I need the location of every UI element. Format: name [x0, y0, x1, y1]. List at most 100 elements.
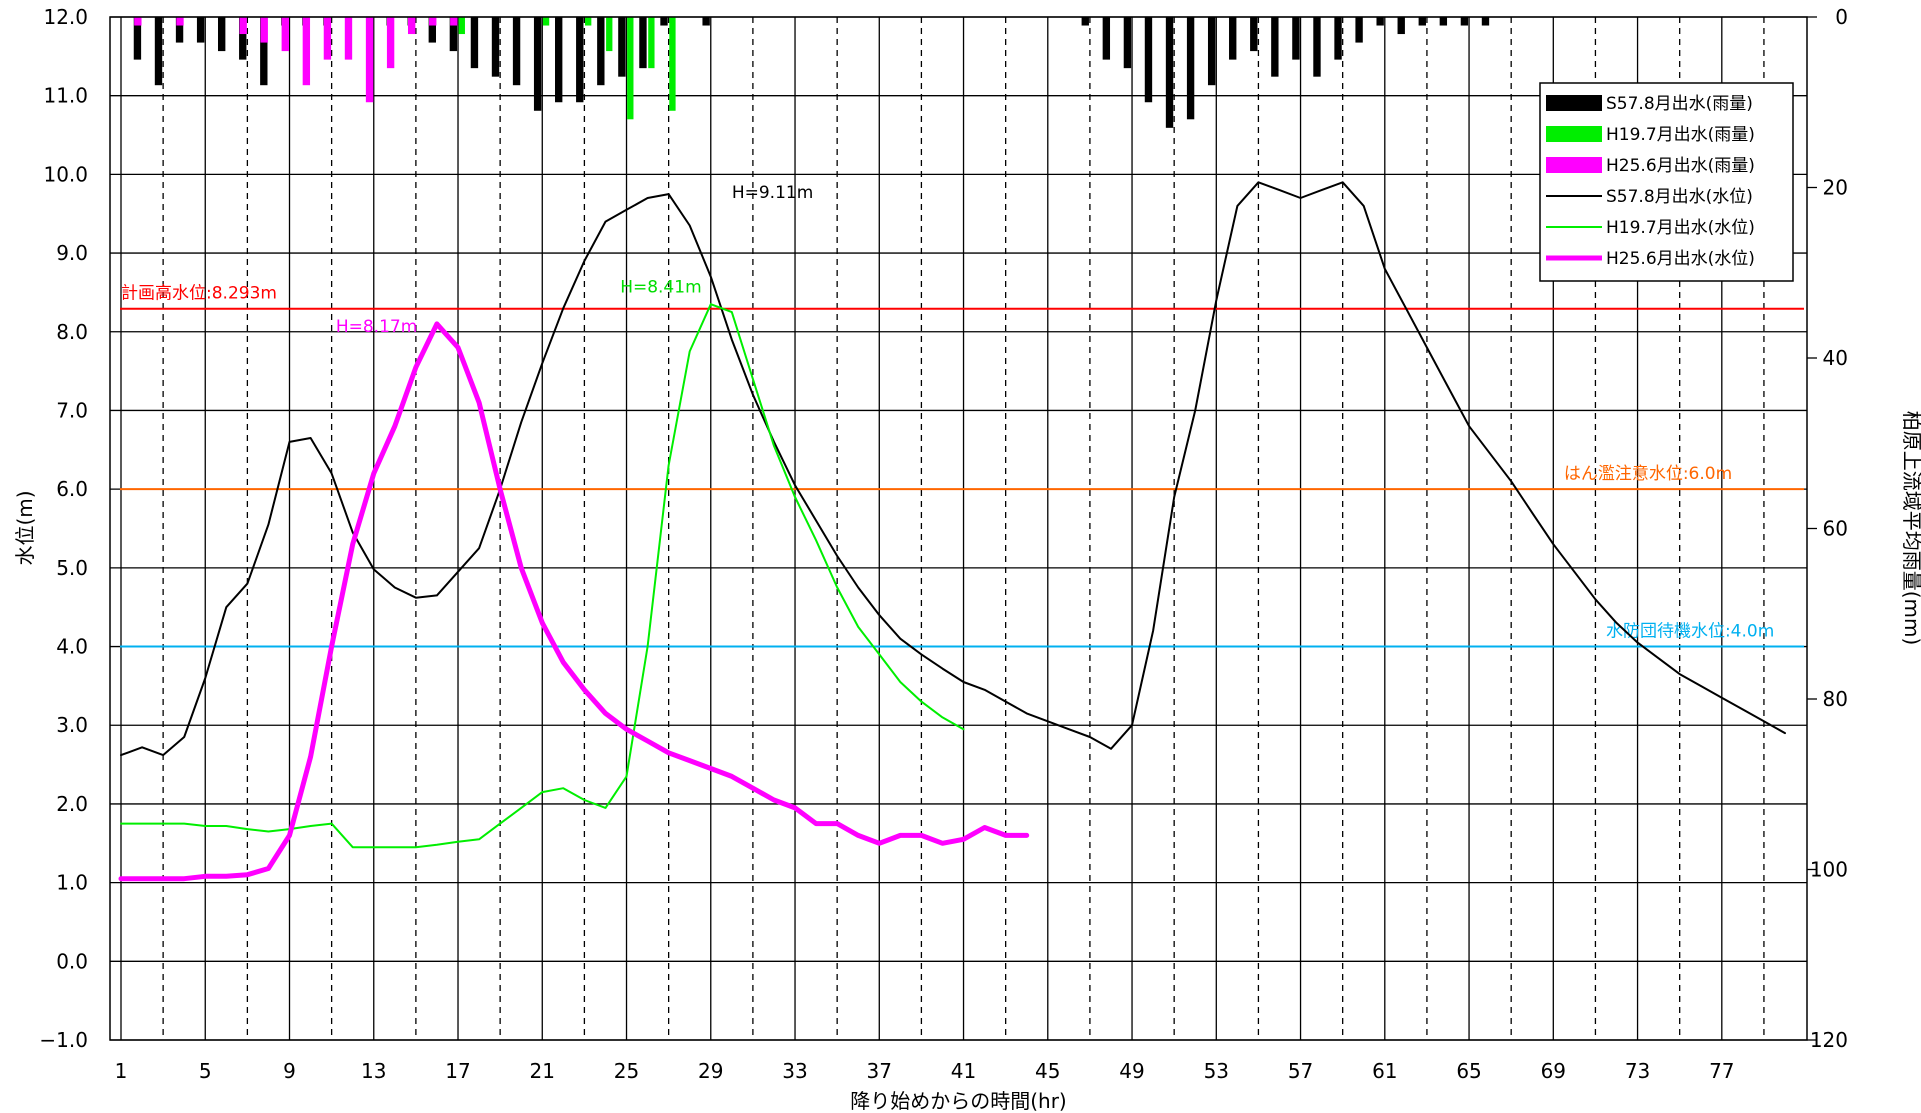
rain-bar: [1229, 17, 1237, 60]
rain-bar: [176, 17, 184, 26]
y-left-tick-label: 0.0: [56, 949, 88, 973]
legend-label: H19.7月出水(水位): [1606, 218, 1755, 238]
legend-label: H25.6月出水(雨量): [1606, 156, 1755, 176]
rain-bar: [281, 17, 289, 52]
rain-bar: [512, 17, 521, 86]
y-left-tick-label: 4.0: [56, 635, 88, 659]
x-tick-label: 53: [1204, 1059, 1229, 1083]
rain-bar: [365, 17, 374, 103]
reference-line-label: 水防団待機水位:4.0m: [1606, 622, 1774, 642]
rain-bar: [1439, 17, 1448, 26]
rain-bar: [491, 17, 500, 77]
y-left-tick-label: 1.0: [56, 871, 88, 895]
rain-bar: [449, 17, 458, 52]
x-tick-label: 29: [698, 1059, 723, 1083]
rain-bar: [669, 17, 676, 111]
rain-bar: [1186, 17, 1195, 120]
rain-bar: [450, 17, 458, 26]
y-left-axis-title: 水位(m): [13, 490, 37, 565]
rain-bar: [576, 17, 584, 103]
rain-bar: [260, 17, 268, 86]
y-right-tick-label: 100: [1810, 858, 1848, 882]
rain-bar: [1397, 17, 1405, 35]
legend-label: S57.8月出水(雨量): [1606, 94, 1753, 114]
rainfall-bars: [133, 17, 1490, 128]
rain-bar: [1355, 17, 1363, 43]
rain-bar: [1123, 17, 1132, 69]
x-tick-label: 77: [1709, 1059, 1734, 1083]
reference-lines: 計画高水位:8.293m はん濫注意水位:6.0m 水防団待機水位:4.0m: [120, 284, 1804, 648]
rain-bar: [1250, 17, 1258, 52]
x-tick-label: 5: [199, 1059, 212, 1083]
y-right-tick-label: 80: [1823, 687, 1848, 711]
legend-swatch: [1546, 126, 1602, 142]
legend-swatch: [1546, 157, 1602, 173]
rain-bar: [429, 17, 437, 26]
rain-bar: [585, 17, 592, 26]
legend-label: S57.8月出水(水位): [1606, 187, 1753, 207]
y-left-tick-label: 5.0: [56, 556, 88, 580]
rain-bar: [470, 17, 479, 69]
grid: [110, 16, 1807, 1041]
rain-bar: [1081, 17, 1089, 26]
peak-annotation: H=8.41m: [620, 277, 701, 297]
x-tick-label: 1: [115, 1059, 128, 1083]
rain-bar: [154, 17, 163, 86]
x-tick-label: 57: [1288, 1059, 1313, 1083]
x-axis-title: 降り始めからの時間(hr): [850, 1089, 1067, 1113]
x-tick-label: 69: [1541, 1059, 1566, 1083]
water-level-line: [118, 321, 1030, 882]
rain-bar: [1102, 17, 1111, 60]
rain-bar: [428, 17, 437, 43]
rain-bar: [407, 17, 416, 35]
water-level-line: [120, 181, 1786, 757]
rain-bar: [134, 17, 142, 26]
y-right-tick-label: 40: [1823, 346, 1848, 370]
x-tick-label: 65: [1456, 1059, 1481, 1083]
legend: S57.8月出水(雨量) H19.7月出水(雨量) H25.6月出水(雨量) S57.…: [1539, 82, 1794, 282]
rain-bar: [1207, 17, 1216, 86]
water-level-line: [120, 303, 965, 849]
rain-bar: [555, 17, 563, 103]
peak-annotation: H=8.17m: [336, 317, 417, 337]
x-tick-label: 25: [614, 1059, 639, 1083]
y-left-tick-label: 10.0: [43, 162, 88, 186]
rain-bar: [627, 17, 634, 120]
y-right-tick-label: 0: [1835, 5, 1848, 29]
rain-bar: [458, 17, 465, 35]
rain-bar: [639, 17, 647, 69]
axes: −1.00.01.02.03.04.05.06.07.08.09.010.011…: [13, 5, 1921, 1113]
y-left-tick-label: 6.0: [56, 477, 88, 501]
legend-label: H25.6月出水(水位): [1606, 249, 1755, 269]
rain-bar: [1418, 17, 1426, 26]
y-left-tick-label: 12.0: [43, 5, 88, 29]
rain-bar: [1144, 17, 1153, 103]
legend-box: [1539, 82, 1794, 282]
rain-bar: [1481, 17, 1490, 26]
y-left-tick-label: 9.0: [56, 241, 88, 265]
water-level-lines: [118, 181, 1786, 882]
rain-bar: [133, 17, 142, 60]
x-tick-label: 61: [1372, 1059, 1397, 1083]
rain-bar: [1460, 17, 1469, 26]
y-left-tick-label: 3.0: [56, 713, 88, 737]
x-tick-label: 37: [867, 1059, 892, 1083]
rain-bar: [196, 17, 205, 43]
rain-bar: [217, 17, 226, 52]
x-tick-label: 41: [951, 1059, 976, 1083]
y-left-tick-label: 11.0: [43, 84, 88, 108]
rain-bar: [1165, 17, 1174, 128]
rain-bar: [1271, 17, 1279, 77]
y-right-tick-label: 20: [1823, 176, 1848, 200]
x-tick-label: 9: [283, 1059, 296, 1083]
y-right-axis-title: 柏原上流域平均雨量(mm): [1900, 411, 1921, 646]
rain-bar: [175, 17, 184, 43]
y-left-tick-label: −1.0: [39, 1028, 88, 1052]
rain-bar: [533, 17, 542, 111]
rain-bar: [239, 17, 247, 60]
rain-bar: [260, 17, 268, 43]
rain-bar: [660, 17, 668, 26]
rain-bar: [1292, 17, 1300, 60]
reference-line-label: はん濫注意水位:6.0m: [1564, 464, 1732, 484]
rain-bar: [1313, 17, 1321, 77]
